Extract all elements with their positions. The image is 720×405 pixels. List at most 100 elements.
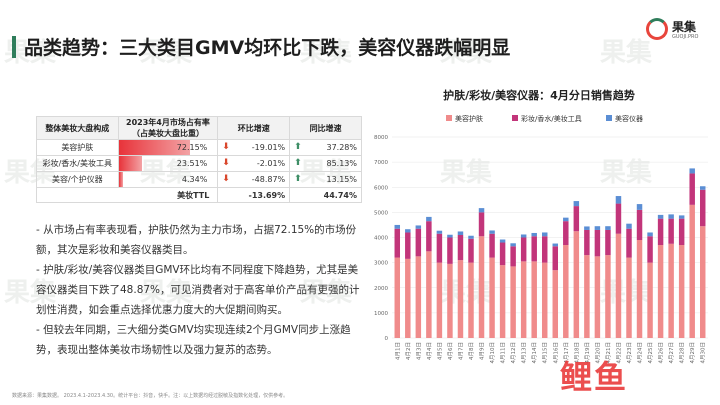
bar-segment: [394, 224, 401, 229]
bar-segment: [541, 232, 548, 237]
bar-segment: [415, 256, 422, 338]
x-tick-label: 4月23日: [626, 342, 633, 364]
table-row: 美容护肤 72.15% ⬇ -19.01% ⬆ 37.28%: [36, 139, 362, 156]
x-tick-label: 4月26日: [658, 342, 665, 364]
x-tick-label: 4月4日: [426, 342, 433, 360]
bar-segment: [668, 218, 674, 244]
bar-segment: [426, 251, 432, 338]
bar-segment: [436, 233, 443, 263]
table-header-row: 整体美妆大盘构成 2023年4月市场占有率 （占美妆大盘比重） 环比增速 同比增…: [36, 116, 362, 140]
bar-segment: [678, 215, 685, 219]
x-tick-label: 4月5日: [436, 342, 443, 360]
chart-grid: 0 1000 2000 3000 4000 5000 6000 7000 8000: [374, 135, 708, 342]
bar-segment: [457, 234, 464, 261]
header-yoy: 同比增速: [289, 116, 362, 140]
mom-value: -48.87%: [251, 175, 286, 184]
x-tick-label: 4月7日: [457, 342, 464, 360]
bar-segment: [510, 243, 516, 247]
bar-segment: [647, 262, 653, 338]
row-yoy: ⬆ 13.15%: [289, 171, 362, 188]
bar-segment: [478, 236, 485, 338]
row-share: 72.15%: [117, 139, 219, 156]
watermark: 果集: [600, 38, 653, 68]
chart-title: 护肤/彩妆/美容仪器：4月分日销售趋势: [443, 88, 635, 102]
bar-segment: [468, 235, 474, 239]
bar-segment: [394, 257, 401, 338]
legend-swatch: [512, 115, 518, 121]
bar-segment: [615, 233, 622, 338]
y-tick-label: 1000: [374, 311, 388, 317]
yoy-value: 85.13%: [326, 159, 357, 168]
row-mom: ⬇ -19.01%: [217, 139, 291, 156]
x-tick-label: 4月18日: [573, 342, 580, 364]
bar-segment: [615, 196, 622, 204]
mom-value: -2.01%: [256, 159, 286, 168]
bar-segment: [468, 238, 474, 263]
share-value: 4.34%: [181, 175, 208, 184]
arrow-down-icon: ⬇: [222, 142, 230, 152]
y-tick-label: 0: [385, 336, 389, 342]
daily-sales-chart: 护肤/彩妆/美容仪器：4月分日销售趋势 美容护肤 彩妆/香水/美妆工具 美容仪器 0…: [374, 88, 708, 364]
total-yoy-value: 44.74%: [323, 190, 357, 200]
total-mom: -13.69%: [217, 187, 291, 203]
arrow-up-icon: ⬆: [294, 158, 302, 168]
bar-segment: [699, 186, 706, 190]
bar-segment: [478, 212, 485, 237]
y-tick-label: 8000: [374, 135, 388, 141]
bar-segment: [489, 233, 495, 258]
x-tick-label: 4月17日: [563, 342, 570, 364]
bar-segment: [678, 245, 685, 338]
row-mom: ⬇ -48.87%: [217, 171, 291, 188]
bullet-1: - 从市场占有率表现看，护肤仍然为主力市场，占据72.15%的市场份额，其次是彩…: [36, 224, 357, 256]
x-tick-label: 4月14日: [531, 342, 538, 364]
bar-segment: [447, 263, 453, 338]
bar-segment: [573, 231, 580, 338]
bar-segment: [489, 257, 495, 338]
bar-segment: [415, 225, 422, 229]
chart-x-labels: 4月1日 4月2日 4月3日 4月4日 4月5日 4月6日 4月7日 4月8日 4月9日 4月10…: [394, 342, 706, 364]
bar-segment: [626, 257, 632, 338]
x-tick-label: 4月21日: [605, 342, 612, 364]
analysis-bullets: - 从市场占有率表现看，护肤仍然为主力市场，占据72.15%的市场份额，其次是彩…: [36, 220, 366, 360]
row-category: 彩妆/香水/美妆工具: [36, 155, 119, 172]
legend-swatch: [606, 115, 612, 121]
bar-segment: [563, 245, 569, 338]
title-accent-bar: [12, 36, 16, 58]
x-tick-label: 4月11日: [500, 342, 507, 364]
bar-segment: [520, 234, 527, 238]
header-share: 2023年4月市场占有率 （占美妆大盘比重）: [117, 116, 219, 140]
x-tick-label: 4月2日: [405, 342, 412, 360]
x-tick-label: 4月28日: [679, 342, 686, 364]
share-bar: [118, 156, 142, 171]
bar-segment: [426, 221, 432, 252]
bar-segment: [415, 228, 422, 257]
logo: 果集 GUOJI.PRO: [646, 16, 716, 52]
y-tick-label: 4000: [374, 236, 388, 242]
bar-segment: [489, 230, 495, 234]
chart-bars: [394, 168, 706, 338]
row-share: 23.51%: [117, 155, 219, 172]
bar-segment: [541, 262, 548, 338]
arrow-down-icon: ⬇: [222, 158, 230, 168]
bar-segment: [457, 260, 464, 338]
bar-segment: [636, 204, 643, 210]
header-share-text: 2023年4月市场占有率 （占美妆大盘比重）: [126, 118, 210, 138]
bar-segment: [615, 203, 622, 234]
bar-segment: [541, 236, 548, 263]
yoy-value: 37.28%: [326, 143, 357, 152]
row-yoy: ⬆ 37.28%: [289, 139, 362, 156]
bar-segment: [594, 226, 601, 230]
legend-swatch: [446, 115, 452, 121]
brand-mark: 鲤鱼: [560, 358, 629, 396]
x-tick-label: 4月13日: [521, 342, 528, 364]
bar-segment: [520, 237, 527, 262]
bar-segment: [405, 229, 411, 233]
bar-segment: [468, 262, 474, 338]
x-tick-label: 4月24日: [637, 342, 644, 364]
bar-segment: [626, 228, 632, 258]
bar-segment: [394, 228, 401, 258]
x-tick-label: 4月6日: [447, 342, 454, 360]
x-tick-label: 4月15日: [542, 342, 549, 364]
bar-segment: [563, 221, 569, 246]
bar-segment: [499, 265, 506, 338]
